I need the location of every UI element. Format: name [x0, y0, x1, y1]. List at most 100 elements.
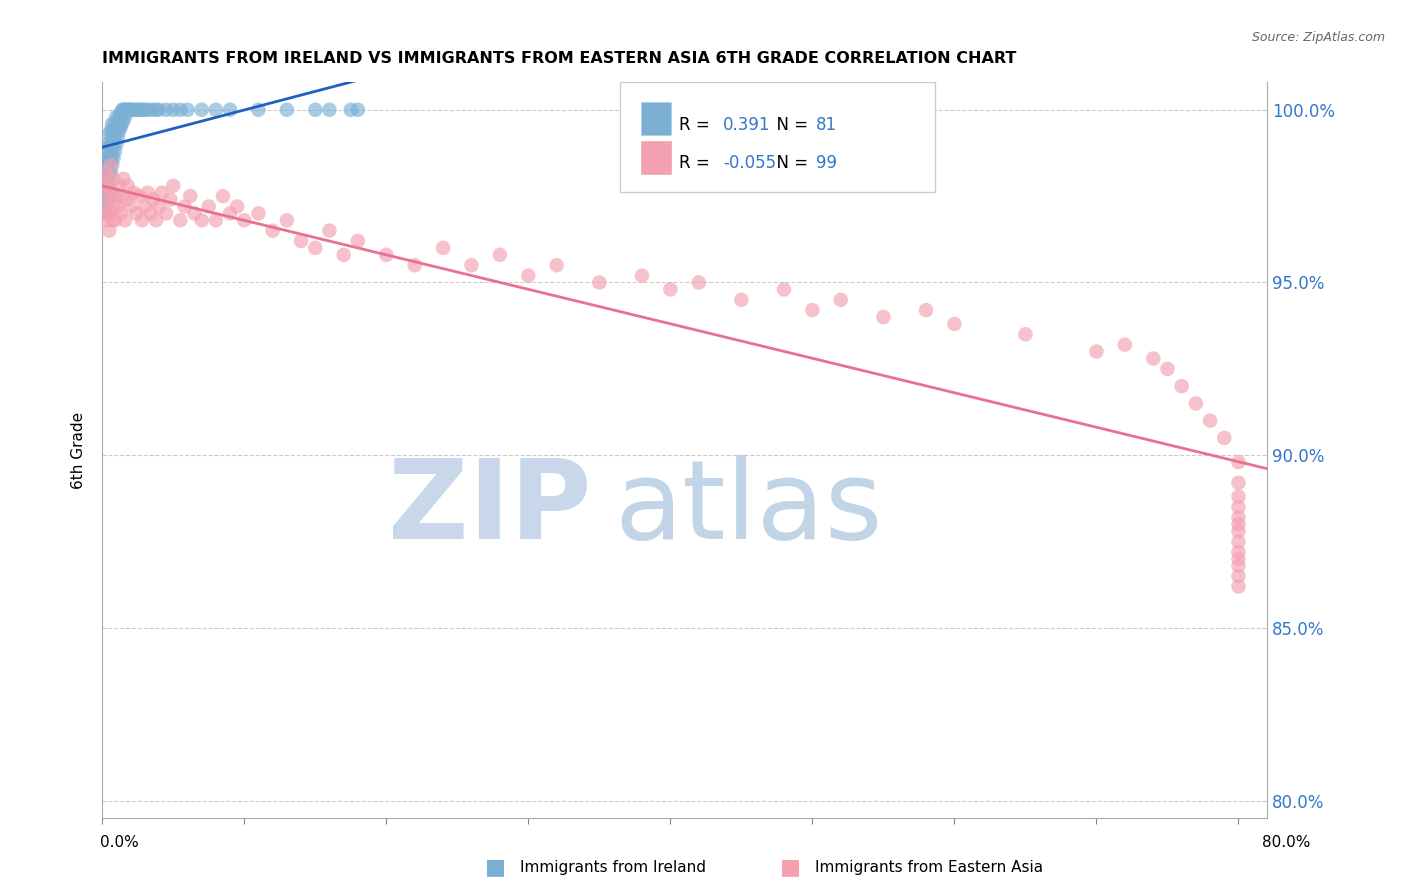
- Point: [104, 130, 127, 145]
- Point: [94, 165, 117, 179]
- Point: [96, 189, 118, 203]
- Point: [93, 165, 115, 179]
- Point: [97, 172, 120, 186]
- Point: [101, 130, 124, 145]
- Point: [460, 258, 482, 272]
- Point: [1227, 500, 1250, 514]
- Point: [150, 186, 173, 200]
- Point: [101, 158, 124, 172]
- Point: [304, 103, 326, 117]
- Point: [233, 213, 256, 227]
- Point: [318, 224, 340, 238]
- Point: [107, 130, 129, 145]
- Point: [100, 151, 122, 165]
- Point: [96, 172, 118, 186]
- Point: [1227, 524, 1250, 539]
- Point: [1170, 379, 1192, 393]
- Point: [145, 213, 167, 227]
- Point: [179, 189, 201, 203]
- Point: [94, 172, 117, 186]
- Point: [141, 103, 163, 117]
- Point: [118, 103, 141, 117]
- Text: 0.391: 0.391: [723, 116, 770, 134]
- Text: ■: ■: [780, 857, 801, 877]
- Point: [219, 206, 242, 220]
- Point: [162, 103, 184, 117]
- Point: [943, 317, 966, 331]
- Point: [432, 241, 454, 255]
- Text: 81: 81: [815, 116, 838, 134]
- Text: ■: ■: [485, 857, 506, 877]
- Point: [1199, 414, 1222, 428]
- Point: [108, 178, 131, 193]
- Point: [127, 103, 149, 117]
- Point: [1227, 579, 1250, 593]
- Point: [197, 199, 219, 213]
- Text: ZIP: ZIP: [388, 456, 592, 562]
- Point: [101, 213, 124, 227]
- Point: [96, 182, 118, 196]
- Point: [97, 165, 120, 179]
- Point: [1227, 517, 1250, 532]
- Point: [122, 186, 145, 200]
- Point: [162, 178, 184, 193]
- Point: [134, 103, 156, 117]
- Text: R =: R =: [679, 116, 714, 134]
- Text: -0.055: -0.055: [723, 154, 776, 172]
- Point: [110, 206, 132, 220]
- Point: [100, 206, 122, 220]
- Point: [112, 113, 135, 128]
- Point: [1227, 475, 1250, 490]
- Point: [190, 213, 212, 227]
- Text: Immigrants from Eastern Asia: Immigrants from Eastern Asia: [815, 860, 1043, 874]
- Point: [1185, 396, 1208, 410]
- Point: [122, 103, 145, 117]
- Point: [318, 103, 340, 117]
- Point: [125, 206, 148, 220]
- Point: [1213, 431, 1236, 445]
- Point: [103, 172, 125, 186]
- Point: [136, 186, 159, 200]
- Point: [103, 199, 125, 213]
- Point: [290, 234, 312, 248]
- Point: [98, 169, 121, 183]
- Point: [517, 268, 540, 283]
- Point: [117, 178, 139, 193]
- Point: [155, 206, 177, 220]
- Point: [97, 189, 120, 203]
- Point: [205, 103, 228, 117]
- Point: [773, 282, 796, 296]
- Point: [148, 199, 170, 213]
- Point: [830, 293, 852, 307]
- Point: [375, 248, 398, 262]
- Text: Immigrants from Ireland: Immigrants from Ireland: [520, 860, 706, 874]
- Point: [103, 123, 125, 137]
- Text: IMMIGRANTS FROM IRELAND VS IMMIGRANTS FROM EASTERN ASIA 6TH GRADE CORRELATION CH: IMMIGRANTS FROM IRELAND VS IMMIGRANTS FR…: [103, 51, 1017, 66]
- Point: [97, 175, 120, 189]
- Point: [262, 224, 284, 238]
- Point: [104, 213, 127, 227]
- Point: [96, 145, 118, 159]
- Point: [872, 310, 894, 324]
- Point: [339, 103, 361, 117]
- Point: [98, 154, 121, 169]
- Point: [104, 145, 127, 159]
- Point: [96, 193, 118, 207]
- Point: [489, 248, 512, 262]
- Point: [131, 103, 153, 117]
- Text: atlas: atlas: [614, 456, 883, 562]
- Point: [169, 213, 191, 227]
- Point: [110, 106, 132, 120]
- Point: [105, 123, 128, 137]
- Text: N =: N =: [766, 154, 814, 172]
- Point: [546, 258, 568, 272]
- Point: [98, 182, 121, 196]
- Point: [1227, 558, 1250, 573]
- Text: R =: R =: [679, 154, 714, 172]
- Point: [176, 103, 198, 117]
- Point: [155, 103, 177, 117]
- Point: [125, 103, 148, 117]
- Point: [332, 248, 354, 262]
- Text: 99: 99: [815, 154, 837, 172]
- Point: [159, 193, 181, 207]
